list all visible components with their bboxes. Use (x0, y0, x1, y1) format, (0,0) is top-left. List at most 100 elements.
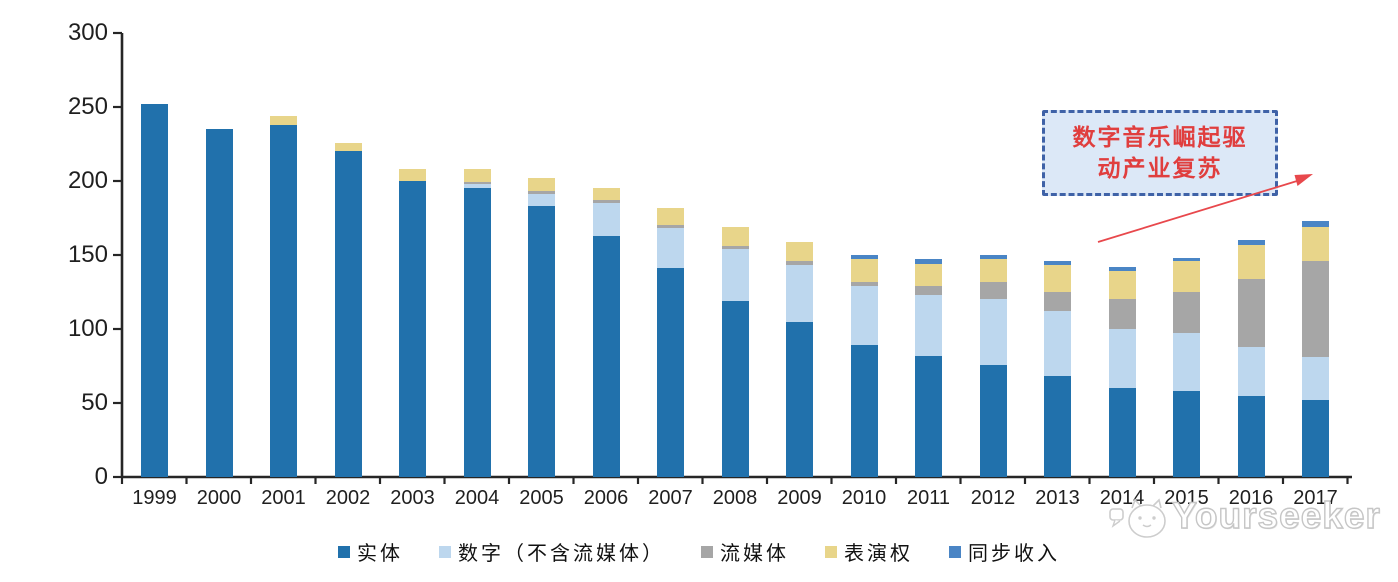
x-axis-label: 2011 (906, 487, 950, 509)
bar-segment-2014 (1108, 266, 1136, 272)
bar-segment-2010 (850, 345, 878, 477)
bar-segment-2005 (528, 178, 555, 192)
bar-segment-2017 (1302, 220, 1329, 227)
bar-segment-2003 (399, 169, 426, 181)
x-axis-label: 2007 (648, 487, 693, 509)
bar-segment-2010 (850, 255, 878, 260)
legend-swatch (949, 545, 961, 558)
x-axis-label: 2006 (583, 487, 629, 509)
bar-segment-2012 (979, 259, 1007, 282)
legend-label: 数字（不含流媒体） (458, 543, 665, 565)
bar-segment-2009 (786, 321, 813, 477)
x-axis-label: 1999 (132, 487, 177, 509)
bar-segment-2013 (1044, 292, 1071, 312)
bar-segment-2014 (1108, 388, 1136, 477)
bar-segment-2016 (1237, 346, 1265, 396)
y-axis-tick-label: 250 (67, 93, 108, 120)
bar-segment-2002 (334, 151, 362, 477)
bar-segment-2014 (1108, 329, 1136, 389)
annotation-text-line2: 动产业复苏 (1097, 155, 1223, 181)
bar-segment-2000 (205, 129, 233, 477)
x-axis-label: 2013 (1035, 487, 1080, 509)
bar-segment-2012 (979, 364, 1007, 477)
bar-segment-2015 (1173, 260, 1200, 292)
x-axis-label: 2017 (1293, 487, 1338, 509)
bar-segment-2006 (592, 235, 620, 477)
x-axis-label: 2000 (196, 487, 242, 509)
legend-label: 同步收入 (968, 543, 1060, 565)
legend-swatch (439, 545, 451, 558)
legend-item: 实体 (338, 537, 403, 566)
bar-segment-2008 (721, 226, 749, 247)
legend-item: 数字（不含流媒体） (439, 537, 665, 566)
x-axis-label: 2002 (325, 487, 371, 509)
bar-segment-2009 (786, 260, 813, 266)
bar-segment-2009 (786, 265, 813, 322)
yourseeker-cat-icon (1109, 498, 1166, 538)
bar-segment-2011 (915, 259, 942, 264)
bar-segment-2013 (1044, 260, 1071, 266)
bar-segment-2003 (399, 181, 426, 477)
bar-segment-2006 (592, 203, 620, 236)
bar-segment-2016 (1237, 395, 1265, 477)
bar-segment-2005 (528, 191, 555, 195)
bar-segment-2013 (1044, 265, 1071, 292)
legend-swatch (338, 545, 350, 558)
x-axis-label: 2015 (1164, 487, 1209, 509)
bar-segment-2004 (463, 182, 491, 184)
y-axis-tick-label: 50 (81, 389, 108, 416)
bar-segment-2017 (1302, 226, 1329, 261)
bar-segment-2016 (1237, 244, 1265, 279)
bar-segment-2011 (915, 263, 942, 287)
x-axis-label: 2010 (841, 487, 887, 509)
bar-segment-2011 (915, 286, 942, 295)
y-axis-tick-label: 150 (67, 241, 108, 268)
bar-segment-2016 (1237, 240, 1265, 245)
bar-segment-2001 (270, 115, 297, 125)
y-axis-tick-label: 0 (94, 463, 108, 490)
legend-swatch (825, 545, 837, 558)
bar-segment-2014 (1108, 299, 1136, 329)
bar-segment-2010 (850, 281, 878, 287)
bar-segment-2001 (270, 124, 297, 477)
bar-segment-2015 (1173, 391, 1200, 477)
bar-segment-2015 (1173, 292, 1200, 334)
bar-segment-2011 (915, 355, 942, 477)
bar-segment-2010 (850, 259, 878, 282)
bar-segment-2012 (979, 255, 1007, 260)
legend-swatch (701, 545, 713, 558)
legend-item: 流媒体 (701, 537, 789, 566)
bar-segment-2016 (1237, 278, 1265, 347)
watermark-brand-text: Yourseeker (1171, 495, 1381, 536)
y-axis-tick-label: 100 (67, 315, 108, 342)
bar-segment-2013 (1044, 376, 1071, 477)
x-axis-label: 2003 (390, 487, 435, 509)
legend: 实体 数字（不含流媒体） 流媒体 表演权 同步收入 (0, 537, 1398, 566)
bar-segment-2013 (1044, 311, 1071, 377)
legend-label: 实体 (357, 543, 403, 565)
annotation-callout-box: 数字音乐崛起驱 动产业复苏 (1042, 110, 1278, 196)
bar-segment-2007 (657, 225, 684, 229)
bar-segment-2012 (979, 299, 1007, 365)
bar-segment-2008 (721, 300, 749, 477)
x-axis-label: 2009 (777, 487, 822, 509)
bar-segment-2007 (657, 228, 684, 269)
bar-segment-2008 (721, 249, 749, 301)
x-axis-label: 2005 (519, 487, 564, 509)
bar-segment-2006 (592, 188, 620, 201)
x-axis-label: 2008 (712, 487, 758, 509)
legend-label: 表演权 (844, 543, 913, 565)
x-axis-label: 2012 (970, 487, 1016, 509)
bar-segment-2008 (721, 246, 749, 250)
bar-segment-2014 (1108, 271, 1136, 300)
bar-segment-2011 (915, 294, 942, 356)
bar-segment-2012 (979, 281, 1007, 300)
bar-segment-2007 (657, 268, 684, 477)
bar-segment-2015 (1173, 257, 1200, 261)
x-axis-label: 2016 (1228, 487, 1274, 509)
bar-segment-2002 (334, 142, 362, 152)
watermark: Yourseeker (1108, 495, 1381, 544)
bar-segment-2009 (786, 241, 813, 261)
legend-item: 表演权 (825, 537, 913, 566)
